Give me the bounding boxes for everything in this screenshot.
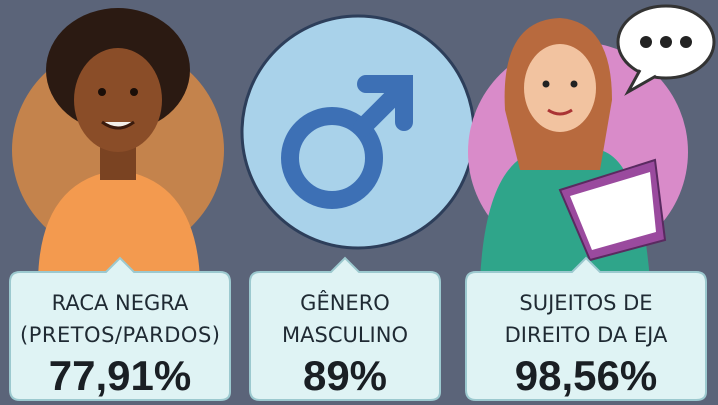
infographic: RACA NEGRA (PRETOS/PARDOS) 77,91% GÊNERO MAS… xyxy=(0,0,718,405)
stat-card: GÊNERO MASCULINO 89% xyxy=(250,258,440,400)
card-label: SUJEITOS DE xyxy=(519,291,652,315)
stat-card: RACA NEGRA (PRETOS/PARDOS) 77,91% xyxy=(10,258,230,400)
card-label: GÊNERO xyxy=(300,290,390,315)
card-value: 77,91% xyxy=(49,352,191,399)
card-value: 89% xyxy=(303,352,387,399)
page: RACA NEGRA (PRETOS/PARDOS) 77,91% GÊNERO MAS… xyxy=(0,0,718,405)
card-label: (PRETOS/PARDOS) xyxy=(20,323,220,347)
card-label: RACA NEGRA xyxy=(52,291,189,315)
card-label: DIREITO DA EJA xyxy=(505,323,668,347)
card-label: MASCULINO xyxy=(282,323,408,347)
stat-card: SUJEITOS DE DIREITO DA EJA 98,56% xyxy=(466,258,706,400)
card-value: 98,56% xyxy=(515,352,657,399)
